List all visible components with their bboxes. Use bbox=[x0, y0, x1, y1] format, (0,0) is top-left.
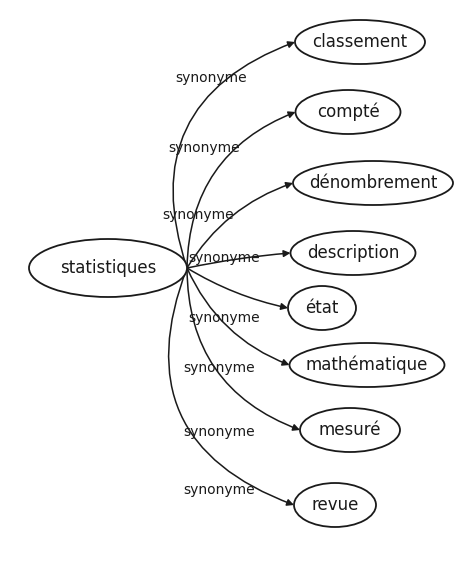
Ellipse shape bbox=[295, 90, 400, 134]
FancyArrowPatch shape bbox=[187, 183, 292, 268]
Text: synonyme: synonyme bbox=[175, 71, 246, 85]
FancyArrowPatch shape bbox=[187, 268, 286, 309]
Text: synonyme: synonyme bbox=[162, 208, 233, 222]
Text: classement: classement bbox=[312, 33, 407, 51]
Text: statistiques: statistiques bbox=[60, 259, 156, 277]
Text: dénombrement: dénombrement bbox=[309, 174, 437, 192]
Ellipse shape bbox=[291, 231, 416, 275]
Ellipse shape bbox=[294, 483, 376, 527]
Text: description: description bbox=[307, 244, 399, 262]
Text: synonyme: synonyme bbox=[168, 141, 239, 155]
FancyArrowPatch shape bbox=[187, 112, 294, 268]
Text: synonyme: synonyme bbox=[183, 361, 255, 375]
Ellipse shape bbox=[293, 161, 453, 205]
FancyArrowPatch shape bbox=[187, 268, 288, 365]
Text: revue: revue bbox=[311, 496, 359, 514]
FancyArrowPatch shape bbox=[187, 268, 299, 430]
Ellipse shape bbox=[300, 408, 400, 452]
Text: synonyme: synonyme bbox=[183, 483, 255, 497]
Ellipse shape bbox=[29, 239, 187, 297]
Text: mathématique: mathématique bbox=[306, 356, 428, 374]
Text: mesuré: mesuré bbox=[319, 421, 381, 439]
Text: synonyme: synonyme bbox=[183, 425, 255, 439]
FancyArrowPatch shape bbox=[169, 268, 292, 505]
FancyArrowPatch shape bbox=[173, 42, 293, 268]
Text: compté: compté bbox=[317, 103, 379, 121]
Text: état: état bbox=[306, 299, 339, 317]
Ellipse shape bbox=[290, 343, 445, 387]
Text: synonyme: synonyme bbox=[188, 251, 259, 265]
Ellipse shape bbox=[295, 20, 425, 64]
Text: synonyme: synonyme bbox=[188, 311, 259, 325]
Ellipse shape bbox=[288, 286, 356, 330]
FancyArrowPatch shape bbox=[187, 251, 289, 268]
